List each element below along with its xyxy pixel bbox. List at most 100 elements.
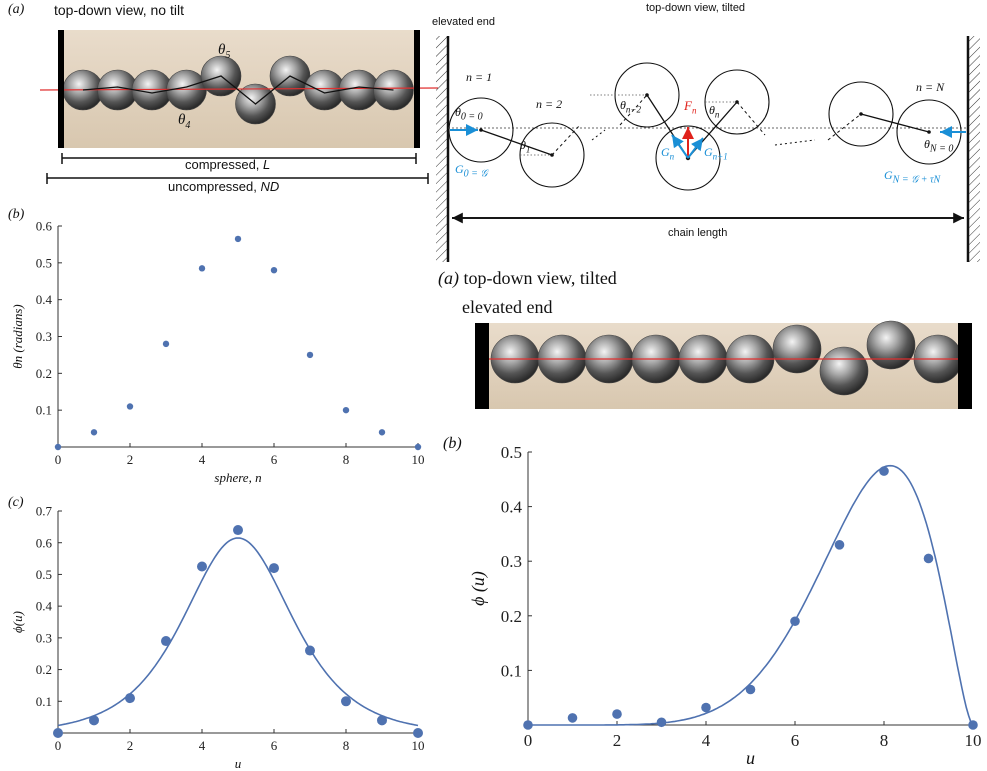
compressed-label: compressed, L [185,157,271,172]
label-GN: GN = 𝒢 + τN [884,168,941,186]
y-tick-label: 0.4 [36,292,53,307]
panel-tag-a-right: (a) top-down view, tilted [438,268,617,288]
sphere [772,324,822,374]
data-point [341,696,351,707]
photo-tilted-elevated-label: elevated end [462,297,553,317]
data-point [90,429,98,436]
y-tick-label: 0.3 [36,329,52,344]
fit-curve [57,537,419,727]
sphere [866,320,916,370]
data-point [413,728,423,738]
diagram-header: top-down view, tilted [646,2,746,14]
theta4-label: θ4 [178,112,191,131]
y-tick-label: 0.1 [36,694,52,709]
theta5-label: θ5 [218,42,231,61]
label-theta0: θ0 = 0 [455,105,483,123]
label-theta-N: θN = 0 [924,137,954,155]
panel-tag-a-left: (a) [8,2,25,17]
data-point [968,720,978,730]
chain-length-label: chain length [668,227,728,239]
photo-tilted [475,320,972,409]
data-point [879,466,889,476]
label-Fn: Fn [684,98,697,116]
photo-no-tilt-spheres [39,55,439,125]
data-point [197,561,207,572]
y-tick-label: 0.1 [36,403,52,418]
data-point [414,443,422,451]
y-tick-label: 0.2 [501,607,522,626]
data-point [342,406,350,414]
y-tick-label: 0.5 [36,567,52,582]
label-nN: n = N [916,80,945,94]
data-point [54,443,62,451]
data-point [162,340,170,348]
data-point [126,403,134,410]
data-point [89,715,99,726]
data-point [233,525,243,536]
data-point [790,616,800,627]
y-tick-label: 0.4 [36,599,53,614]
panel-tag-b-right: (b) [443,435,462,452]
x-tick-label: 10 [412,452,425,467]
x-tick-label: 4 [702,731,711,750]
x-tick-label: 6 [271,738,278,753]
data-point [923,553,934,564]
data-point [834,540,845,550]
y-tick-label: 0.6 [36,219,53,234]
y-tick-label: 0.5 [36,255,52,270]
x-axis-label: u [235,756,242,771]
label-G0: G0 = 𝒢 [455,162,488,180]
wall-left [58,30,64,148]
data-point [306,351,314,359]
y-axis-label: ϕ(u) [10,611,25,633]
length-arrows [46,153,429,184]
data-point [161,636,171,647]
data-point [234,235,242,243]
data-point [270,267,278,274]
photo-no-tilt [39,30,439,148]
label-Gn: Gn [661,145,675,162]
label-Gn1: Gn+1 [704,145,728,162]
data-point [378,429,386,436]
y-axis-label: ϕ (u) [468,571,489,606]
data-point [656,717,667,728]
y-tick-label: 0.3 [501,552,522,571]
data-point [701,702,711,713]
photo-tilted-spheres [475,320,972,396]
data-point [612,709,622,719]
y-tick-label: 0.2 [36,662,52,677]
data-point [125,693,135,704]
panel-tag-b-left: (b) [8,207,25,222]
x-tick-label: 4 [199,738,206,753]
x-tick-label: 8 [343,452,350,467]
x-tick-label: 4 [199,452,206,467]
x-axis-label: sphere, n [214,470,261,485]
label-n1: n = 1 [466,70,493,84]
panel-title-no-tilt: top-down view, no tilt [54,2,184,18]
data-point [377,715,387,726]
x-tick-label: 2 [127,452,134,467]
x-tick-label: 0 [55,452,62,467]
y-tick-label: 0.3 [36,630,52,645]
x-tick-label: 2 [127,738,134,753]
y-tick-label: 0.7 [36,504,53,519]
panel-tag-c-left: (c) [8,495,24,510]
x-tick-label: 2 [613,731,622,750]
data-point [53,728,63,738]
y-tick-label: 0.2 [36,366,52,381]
x-tick-label: 8 [880,731,889,750]
x-tick-label: 6 [791,731,800,750]
data-point [567,713,578,723]
label-n2: n = 2 [536,97,563,111]
data-point [305,645,315,656]
y-axis-label: θn (radians) [10,304,25,369]
uncompressed-label: uncompressed, ND [168,179,280,194]
y-tick-label: 0.5 [501,443,522,462]
tilted-chain-diagram [436,36,980,262]
wall-right [414,30,420,148]
x-tick-label: 0 [55,738,62,753]
label-theta1: θ1 [520,138,531,155]
